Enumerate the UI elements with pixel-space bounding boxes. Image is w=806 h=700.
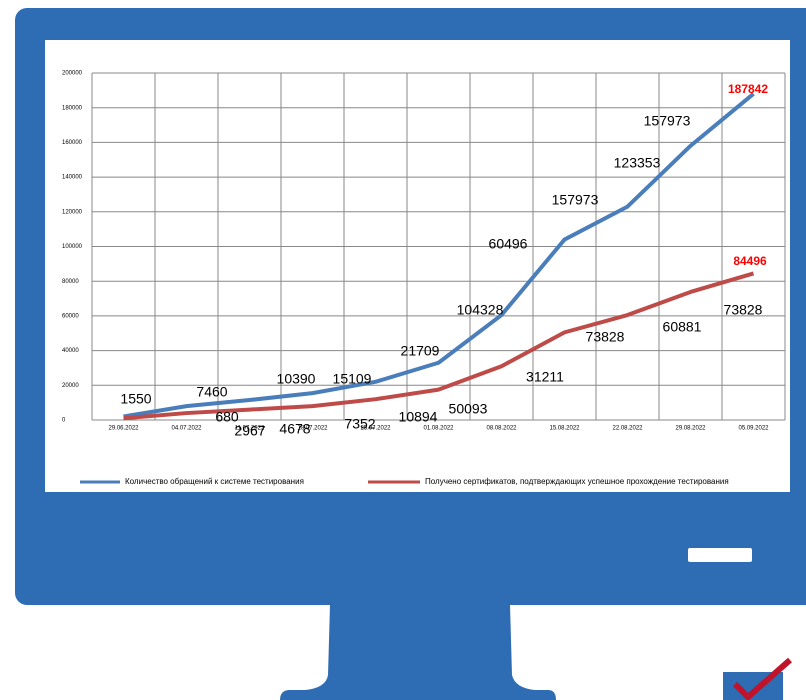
x-tick-label: 05.09.2022	[738, 426, 769, 432]
legend-label: Получено сертификатов, подтверждающих ус…	[425, 477, 729, 486]
data-label: 104328	[457, 302, 504, 318]
y-tick-label: 200000	[62, 71, 83, 77]
data-label: 10894	[399, 409, 438, 425]
data-label: 7460	[196, 384, 227, 400]
x-tick-label: 01.08.2022	[423, 426, 454, 432]
y-tick-label: 120000	[62, 209, 83, 215]
data-label: 7352	[344, 416, 375, 432]
x-tick-label: 29.08.2022	[675, 426, 706, 432]
y-tick-label: 40000	[62, 348, 79, 354]
data-label: 21709	[401, 343, 440, 359]
monitor-stand	[280, 605, 556, 700]
y-tick-label: 180000	[62, 105, 83, 111]
x-tick-label: 29.06.2022	[108, 426, 139, 432]
data-label: 157973	[552, 192, 599, 208]
x-tick-label: 25.07.2022	[360, 426, 391, 432]
screen	[45, 40, 790, 492]
data-label: 157973	[644, 113, 691, 129]
y-tick-label: 80000	[62, 279, 79, 285]
y-tick-label: 160000	[62, 140, 83, 146]
x-tick-label: 04.07.2022	[171, 426, 202, 432]
data-label: 73828	[724, 302, 763, 318]
data-label: 84496	[733, 254, 767, 268]
data-label: 123353	[614, 155, 661, 171]
y-tick-label: 140000	[62, 175, 83, 181]
data-label: 4678	[279, 421, 310, 437]
data-label: 60496	[489, 236, 528, 252]
data-label: 10390	[277, 371, 316, 387]
data-label: 2967	[234, 423, 265, 439]
data-label: 31211	[526, 369, 564, 385]
x-tick-label: 18.07.2022	[297, 426, 328, 432]
y-tick-label: 20000	[62, 383, 79, 389]
data-label: 1550	[120, 391, 151, 407]
data-label: 73828	[586, 329, 625, 345]
chart: 0 20000 40000 60000 80000 100000 120000 140000 1…	[62, 71, 786, 486]
legend-label: Количество обращений к системе тестирова…	[125, 477, 304, 486]
series-line	[123, 92, 755, 419]
y-tick-label: 60000	[62, 313, 79, 319]
y-tick-label: 100000	[62, 244, 83, 250]
data-label: 15109	[333, 371, 372, 387]
x-tick-label: 22.08.2022	[612, 426, 643, 432]
y-tick-label: 0	[62, 418, 66, 424]
data-label: 50093	[449, 401, 488, 417]
data-label: 680	[215, 409, 239, 425]
data-label: 187842	[728, 82, 768, 96]
data-label: 60881	[663, 319, 702, 335]
series-line	[123, 271, 755, 421]
x-tick-label: 11.07.2022	[235, 426, 265, 432]
x-tick-label: 08.08.2022	[486, 426, 517, 432]
check-mark	[732, 657, 792, 700]
x-tick-label: 15.08.2022	[549, 426, 580, 432]
monitor-button	[688, 548, 752, 562]
